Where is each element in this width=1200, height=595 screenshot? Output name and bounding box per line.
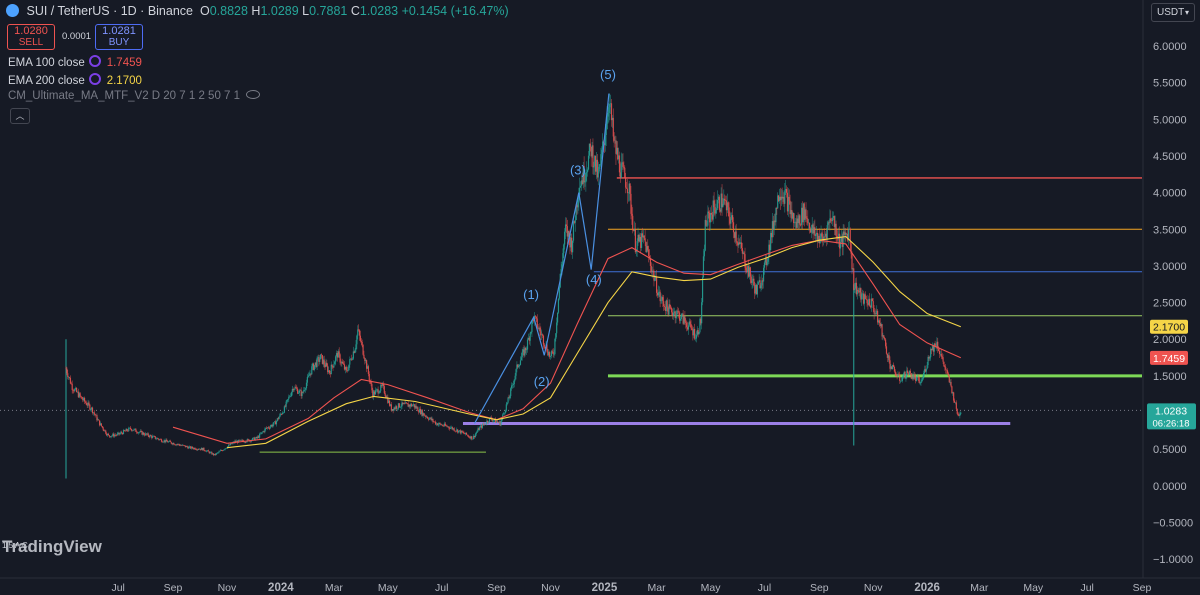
price-tag-label: 2.1700 <box>1153 322 1185 334</box>
sell-price: 1.0280 <box>14 25 48 37</box>
last-price-tag-box <box>1147 403 1196 430</box>
time-tick-label: 2024 <box>268 582 294 594</box>
cm-ma-legend[interactable]: CM_Ultimate_MA_MTF_V2 D 20 7 1 2 50 7 1 <box>8 90 261 102</box>
time-tick-label: 2026 <box>914 582 940 594</box>
time-tick-label: Jul <box>111 582 124 594</box>
low-key: L <box>302 4 310 18</box>
price-tag-box <box>1150 350 1188 365</box>
price-tick-label: 6.0000 <box>1153 41 1187 53</box>
settings-dot-icon <box>88 73 101 85</box>
sell-button[interactable]: 1.0280 SELL <box>7 24 55 50</box>
time-tick-label: May <box>1023 582 1044 594</box>
high-key: H <box>251 4 261 18</box>
price-tick-label: 2.0000 <box>1153 334 1187 346</box>
wave-label: (2) <box>534 374 550 389</box>
price-tick-label: 3.0000 <box>1153 261 1187 273</box>
wave-label: (1) <box>523 287 539 302</box>
buy-price: 1.0281 <box>102 25 136 37</box>
price-tick-label: −1.0000 <box>1153 554 1193 566</box>
ema200-value: 2.1700 <box>106 75 142 87</box>
price-tick-label: 5.0000 <box>1153 114 1187 126</box>
ema200-legend[interactable]: EMA 200 close 2.1700 <box>8 73 142 87</box>
time-tick-label: Sep <box>1133 582 1152 594</box>
time-tick-label: May <box>701 582 722 594</box>
time-tick-label: Nov <box>541 582 560 594</box>
wave-label: (5) <box>600 67 616 82</box>
chart-header: SUI / TetherUS · 1D · Binance O0.8828 H1… <box>6 4 509 18</box>
close-value: 1.0283 <box>359 4 399 18</box>
time-tick-label: Sep <box>164 582 183 594</box>
time-tick-label: Jul <box>435 582 448 594</box>
ema100-legend[interactable]: EMA 100 close 1.7459 <box>8 55 142 69</box>
open-value: 0.8828 <box>209 4 248 18</box>
eye-hidden-icon[interactable] <box>246 90 261 99</box>
ema100-label: EMA 100 close <box>8 57 85 69</box>
ohlc-readout: O0.8828 H1.0289 L0.7881 C1.0283 +0.1454 … <box>196 4 509 18</box>
buy-label: BUY <box>108 37 130 48</box>
wave-label: (3) <box>570 162 586 177</box>
symbol-title[interactable]: SUI / TetherUS · 1D · Binance <box>26 4 193 18</box>
settings-dot-icon <box>88 55 101 67</box>
last-price-label: 1.0283 <box>1155 405 1187 417</box>
sui-logo-icon <box>6 4 19 17</box>
time-tick-label: Mar <box>970 582 989 594</box>
time-tick-label: Sep <box>810 582 829 594</box>
chevron-down-icon: ▾ <box>1184 8 1189 17</box>
time-tick-label: Jul <box>1080 582 1093 594</box>
price-tick-label: 0.0000 <box>1153 481 1187 493</box>
price-tick-label: −0.5000 <box>1153 517 1193 529</box>
price-tick-label: 1.5000 <box>1153 371 1187 383</box>
currency-selector[interactable]: USDT ▾ <box>1151 3 1195 22</box>
collapse-legend-icon[interactable]: ︿ <box>10 108 30 124</box>
price-tick-label: 4.5000 <box>1153 151 1187 163</box>
time-tick-label: Nov <box>218 582 237 594</box>
change-value: +0.1454 (+16.47%) <box>401 4 509 18</box>
logo-text: TradingView <box>2 537 102 556</box>
low-value: 0.7881 <box>309 4 348 18</box>
price-tag-box <box>1150 319 1188 334</box>
price-tick-label: 3.5000 <box>1153 224 1187 236</box>
currency-label: USDT <box>1157 7 1185 18</box>
time-tick-label: Nov <box>864 582 883 594</box>
time-tick-label: Mar <box>325 582 344 594</box>
price-tick-label: 4.0000 <box>1153 188 1187 200</box>
time-tick-label: Sep <box>487 582 506 594</box>
open-key: O <box>199 4 210 18</box>
ema200-line <box>226 236 962 449</box>
countdown-label: 06:26:18 <box>1153 418 1190 429</box>
price-tick-label: 5.5000 <box>1153 78 1187 90</box>
high-value: 1.0289 <box>260 4 299 18</box>
buy-button[interactable]: 1.0281 BUY <box>95 24 143 50</box>
price-tick-label: 2.5000 <box>1153 298 1187 310</box>
ema200-label: EMA 200 close <box>8 75 85 87</box>
time-tick-label: May <box>378 582 399 594</box>
cm-ma-label: CM_Ultimate_MA_MTF_V2 D 20 7 1 2 50 7 1 <box>8 90 241 102</box>
time-tick-label: Jul <box>758 582 771 594</box>
sell-label: SELL <box>18 37 44 48</box>
close-key: C <box>350 4 360 18</box>
wave-label: (4) <box>586 272 602 287</box>
wave-tool-icon: 1 5 A C <box>2 541 28 550</box>
elliott-wave-line <box>473 93 610 424</box>
price-tag-label: 1.7459 <box>1153 353 1185 365</box>
price-tick-label: 0.5000 <box>1153 444 1187 456</box>
ema100-value: 1.7459 <box>106 57 142 69</box>
tradingview-logo: TradingView <box>2 537 102 557</box>
time-tick-label: Mar <box>648 582 667 594</box>
time-tick-label: 2025 <box>592 582 618 594</box>
spread-value: 0.0001 <box>62 31 92 42</box>
ema100-line <box>172 239 962 444</box>
